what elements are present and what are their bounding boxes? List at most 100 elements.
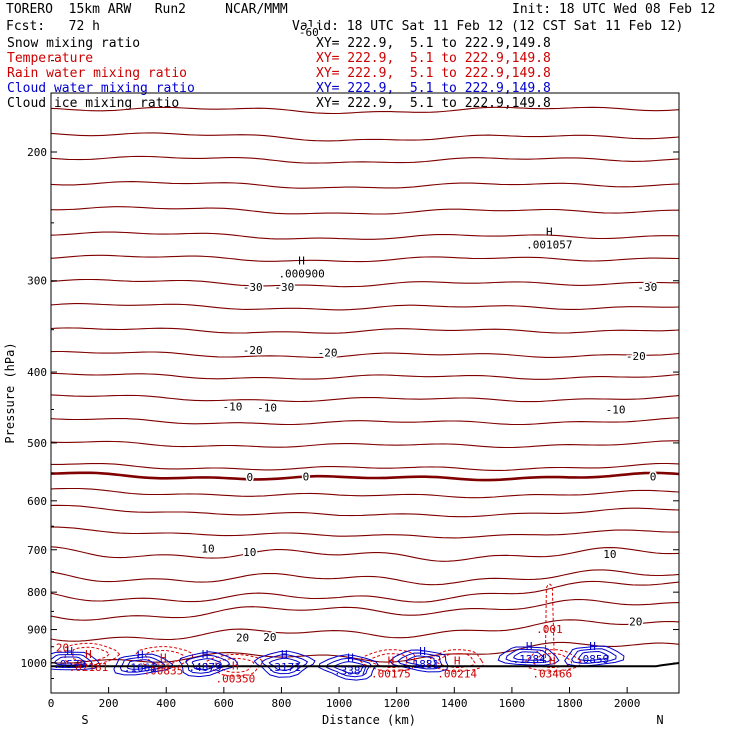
isotherm-line bbox=[51, 44, 679, 50]
isotherm-label: 20 bbox=[263, 631, 276, 644]
cloud-water-contours bbox=[51, 645, 625, 681]
contour-labels: -60 -30 -30 -30 -20 -20 -20 -10 -10 -10 0 0 0 10 10 10 2… bbox=[53, 24, 659, 685]
rain-maximum-value: .00214 bbox=[437, 668, 477, 681]
isotherm-line bbox=[51, 394, 679, 403]
isotherm-line bbox=[51, 132, 679, 142]
cloud-water-maximum-value: .3387 bbox=[334, 664, 367, 677]
ground-surface bbox=[51, 662, 679, 668]
cloud-water-contour bbox=[564, 645, 625, 667]
isotherm-label: 0 bbox=[650, 471, 657, 484]
isotherm-line bbox=[51, 440, 679, 449]
rain-maximum-value: .02181 bbox=[69, 661, 109, 674]
cloud-water-contour bbox=[185, 654, 231, 674]
isotherm-line bbox=[51, 9, 679, 15]
rain-maximum-value: .00350 bbox=[215, 672, 255, 685]
temperature-isotherms bbox=[51, 9, 679, 664]
x-tick-label: 0 bbox=[48, 697, 55, 710]
cloud-water-maximum-h: H bbox=[137, 649, 144, 662]
rain-maximum-h: H bbox=[454, 655, 461, 668]
isotherm-label: -20 bbox=[626, 350, 646, 363]
isotherm-label: -30 bbox=[243, 281, 263, 294]
cloud-water-contour bbox=[253, 650, 316, 678]
x-axis-label: Distance (km) bbox=[322, 713, 416, 727]
rain-maximum-value: .03466 bbox=[532, 668, 572, 681]
isotherm-line bbox=[51, 254, 679, 263]
isotherm-label: 10 bbox=[603, 548, 616, 561]
isotherm-line bbox=[51, 327, 679, 334]
y-tick-label: 900 bbox=[27, 624, 47, 637]
cloud-water-maximum-h: H bbox=[526, 640, 533, 653]
legend-temperature-name: Temperature bbox=[7, 51, 94, 66]
isotherm-label: -30 bbox=[274, 281, 294, 294]
cloud-water-contour bbox=[334, 661, 365, 674]
legend-cloud-water-xy: XY= 222.9, 5.1 to 222.9,149.8 bbox=[316, 81, 551, 96]
cloud-water-contour bbox=[326, 657, 372, 678]
legend-snow-name: Snow mixing ratio bbox=[7, 36, 141, 51]
isotherm-label: -10 bbox=[223, 401, 243, 414]
x-tick-label: 1400 bbox=[441, 697, 468, 710]
isotherm-label: 0 bbox=[246, 471, 253, 484]
forecast-hour: Fcst: 72 h bbox=[6, 19, 100, 34]
isotherm-line bbox=[51, 26, 679, 32]
cloud-water-maximum-h: H bbox=[589, 640, 596, 653]
rain-maximum-value: .00835 bbox=[143, 664, 183, 677]
isotherm-line bbox=[51, 580, 679, 603]
rain-maximum-h: H bbox=[160, 651, 167, 664]
y-tick-label: 400 bbox=[27, 366, 47, 379]
isotherm-label: -20 bbox=[318, 346, 338, 359]
y-tick-label: 800 bbox=[27, 586, 47, 599]
isotherm-label: -10 bbox=[257, 401, 277, 414]
model-title: TORERO 15km ARW Run2 NCAR/MMM bbox=[6, 2, 288, 17]
cloud-water-maximum-h: H bbox=[347, 651, 354, 664]
isotherm-line bbox=[51, 504, 679, 518]
y-tick-label: 1000 bbox=[21, 657, 48, 670]
x-tick-label: 2000 bbox=[614, 697, 641, 710]
valid-time: Valid: 18 UTC Sat 11 Feb 12 (12 CST Sat … bbox=[292, 19, 684, 34]
cloud-water-maximum-value: .1284 bbox=[513, 653, 546, 666]
rain-contour bbox=[426, 649, 485, 672]
cloud-water-contour bbox=[126, 659, 158, 670]
x-end-label-south: S bbox=[81, 713, 88, 727]
ground-line bbox=[51, 662, 679, 668]
x-tick-label: 800 bbox=[272, 697, 292, 710]
isotherm-label: 0 bbox=[303, 471, 310, 484]
isotherm-label: 10 bbox=[201, 542, 214, 555]
cloud-water-contour bbox=[513, 651, 545, 661]
isotherm-line bbox=[51, 569, 679, 586]
cloud-water-contour bbox=[397, 652, 443, 670]
legend-rain-name: Rain water mixing ratio bbox=[7, 66, 188, 81]
rain-maximum-value: .001 bbox=[536, 623, 563, 636]
isotherm-line bbox=[51, 641, 679, 664]
rain-contour bbox=[369, 653, 408, 668]
x-end-label-north: N bbox=[656, 713, 663, 727]
legend-temperature-xy: XY= 222.9, 5.1 to 222.9,149.8 bbox=[316, 51, 551, 66]
rain-maximum-h: H bbox=[232, 659, 239, 672]
cloud-water-maximum-h: H bbox=[66, 645, 73, 658]
cloud-water-contour bbox=[113, 653, 174, 676]
isotherm-line bbox=[51, 619, 679, 642]
plot-frame bbox=[50, 92, 680, 694]
cloud-water-maximum-value: .4879 bbox=[189, 661, 222, 674]
isotherm-line bbox=[51, 83, 679, 89]
cloud-water-contour bbox=[497, 646, 560, 666]
cloud-water-contour bbox=[261, 654, 309, 675]
rain-maximum-h: H bbox=[549, 655, 556, 668]
isotherm-line bbox=[51, 471, 679, 482]
rain-maximum-h: H bbox=[85, 648, 92, 661]
x-tick-label: 200 bbox=[99, 697, 119, 710]
cloud-water-maximum-h: H bbox=[202, 648, 209, 661]
isotherm-label: 20 bbox=[236, 632, 249, 645]
isotherm-line bbox=[51, 303, 679, 311]
legend-snow-xy: XY= 222.9, 5.1 to 222.9,149.8 bbox=[316, 36, 551, 51]
y-tick-label: 600 bbox=[27, 495, 47, 508]
rain-plume bbox=[544, 583, 555, 664]
isotherm-line bbox=[51, 106, 679, 115]
cloud-water-maximum-value: .1881 bbox=[406, 658, 439, 671]
cloud-water-maximum-h: H bbox=[419, 645, 426, 658]
isotherm-label: 20 bbox=[629, 616, 642, 629]
snow-maximum-h: H bbox=[298, 254, 305, 267]
x-tick-label: 1200 bbox=[383, 697, 410, 710]
isotherm-line bbox=[51, 526, 679, 539]
isotherm-label: 10 bbox=[243, 546, 256, 559]
